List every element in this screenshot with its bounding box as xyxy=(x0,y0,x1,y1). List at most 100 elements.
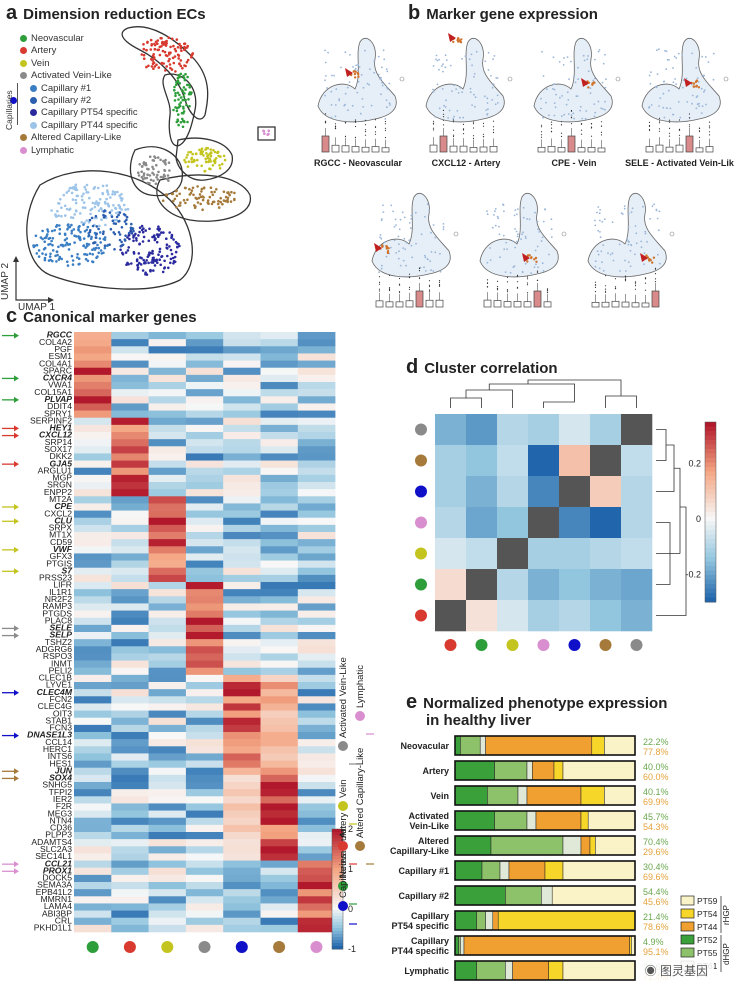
umap-point xyxy=(172,44,175,48)
correlation-heatmap: 0.20-0.2 xyxy=(415,379,717,651)
gene-label: MT1X xyxy=(49,530,72,540)
heatmap-cell xyxy=(260,560,299,569)
umap-point xyxy=(123,220,127,223)
marker-box-outlier xyxy=(378,283,381,285)
marker-umap-point xyxy=(426,258,429,260)
heatmap-cell xyxy=(74,924,112,933)
heatmap-cell xyxy=(111,332,149,340)
heatmap-cell xyxy=(260,432,299,440)
heatmap-colorbar-segment xyxy=(332,940,343,944)
umap-point xyxy=(109,196,112,199)
umap-point xyxy=(186,58,190,62)
correlation-col-dot xyxy=(630,639,643,651)
umap-point xyxy=(142,174,146,177)
umap-point xyxy=(153,264,157,267)
marker-box-outlier xyxy=(506,281,509,283)
marker-umap-point xyxy=(331,74,333,77)
umap-point xyxy=(89,212,92,216)
umap-point xyxy=(266,133,270,136)
umap-point xyxy=(165,39,168,43)
heatmap-cell xyxy=(185,674,224,683)
umap-point xyxy=(183,158,186,162)
heatmap-cell xyxy=(260,374,299,383)
marker-box-outlier xyxy=(388,274,391,276)
umap-point xyxy=(165,193,168,196)
umap-point xyxy=(154,182,158,185)
marker-umap-point xyxy=(514,228,516,230)
marker-box-outlier xyxy=(452,134,455,136)
heatmap-cell xyxy=(297,467,336,476)
heatmap-cell xyxy=(185,739,224,747)
correlation-cell xyxy=(528,569,560,601)
correlation-cell xyxy=(435,538,467,570)
heatmap-cell xyxy=(260,360,299,369)
marker-umap-point xyxy=(398,250,400,253)
gene-label: GFX3 xyxy=(50,551,73,561)
marker-box-outlier xyxy=(668,135,671,137)
umap-point xyxy=(101,192,105,196)
heatmap-cell xyxy=(148,696,187,704)
gene-label: PROX1 xyxy=(43,865,72,875)
umap-point xyxy=(82,237,86,240)
heatmap-cell xyxy=(185,889,224,897)
marker-umap-point xyxy=(583,59,586,62)
marker-umap-point xyxy=(603,218,606,221)
marker-umap-point xyxy=(373,71,376,74)
marker-umap-point xyxy=(587,70,590,73)
stack-segment xyxy=(454,835,492,856)
gene-arrow-head xyxy=(14,732,19,739)
umap-point xyxy=(124,208,127,211)
heatmap-cell xyxy=(111,353,149,361)
heatmap-cell xyxy=(111,839,149,847)
heatmap-cell xyxy=(260,817,299,826)
umap-point xyxy=(149,38,153,42)
umap-point xyxy=(206,156,210,160)
heatmap-cell xyxy=(148,682,187,690)
marker-umap-point xyxy=(558,61,561,63)
umap-point xyxy=(111,219,115,223)
marker-umap-point xyxy=(405,264,407,267)
umap-point xyxy=(71,198,75,201)
stack-segment xyxy=(580,835,591,856)
umap-point xyxy=(82,192,85,196)
stack-segment xyxy=(544,860,564,881)
umap-point xyxy=(113,191,117,194)
umap-point xyxy=(178,82,181,85)
column-legend-label: Vein xyxy=(338,780,349,799)
marker-umap-point xyxy=(441,65,443,67)
marker-umap-point xyxy=(567,113,570,115)
correlation-cell xyxy=(590,538,622,570)
correlation-colorbar-segment xyxy=(705,458,716,463)
heatmap-cell xyxy=(297,546,336,554)
correlation-cell xyxy=(590,569,622,601)
marker-box-outlier xyxy=(668,132,671,134)
marker-umap-point xyxy=(627,240,630,242)
umap-point xyxy=(68,225,72,229)
heatmap-cell xyxy=(260,789,299,797)
marker-box-outlier xyxy=(482,122,485,124)
heatmap-cell xyxy=(223,539,261,547)
heatmap-cell xyxy=(148,389,187,397)
marker-box-outlier xyxy=(594,281,597,283)
umap-point xyxy=(91,253,94,256)
heatmap-cell xyxy=(111,810,149,819)
umap-point xyxy=(206,199,210,202)
umap-point xyxy=(176,46,180,49)
marker-umap-point xyxy=(559,96,561,99)
stack-segment xyxy=(551,885,636,906)
marker-umap-point xyxy=(561,115,563,117)
umap-point xyxy=(107,193,110,196)
umap-point xyxy=(141,269,145,272)
marker-umap-point xyxy=(542,116,544,119)
marker-umap-point xyxy=(392,210,394,213)
umap-point xyxy=(65,191,69,194)
phenotype-label: Capillary xyxy=(411,911,449,921)
umap-point xyxy=(185,156,188,159)
marker-umap-point xyxy=(696,77,699,79)
correlation-col-dot xyxy=(444,639,457,651)
heatmap-cell xyxy=(185,503,224,511)
umap-point xyxy=(88,252,92,255)
marker-box-outlier xyxy=(648,129,651,131)
stack-segment xyxy=(463,935,630,956)
umap-point xyxy=(82,244,86,247)
